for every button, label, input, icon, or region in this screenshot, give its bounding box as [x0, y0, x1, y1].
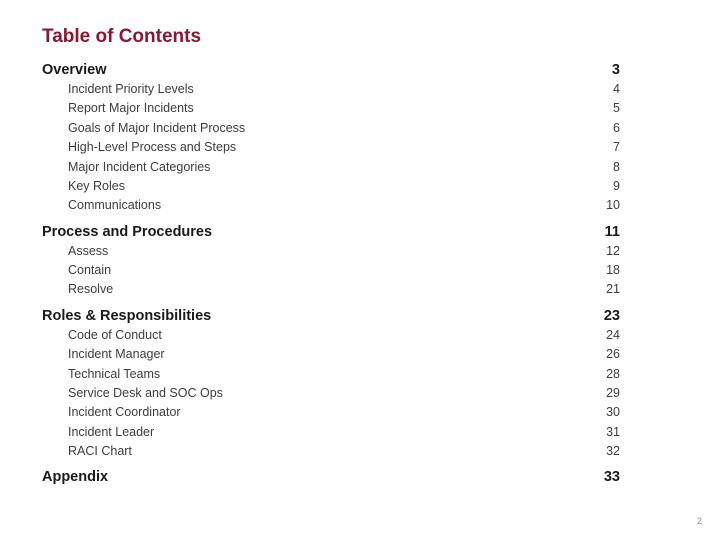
- toc-body: Overview3Incident Priority Levels4Report…: [42, 62, 620, 485]
- toc-item-page: 24: [590, 326, 620, 345]
- toc-item-row: High-Level Process and Steps 7: [42, 138, 620, 157]
- toc-section-label: Process and Procedures: [42, 224, 212, 240]
- toc-item-row: Incident Coordinator 30: [42, 403, 620, 422]
- toc-section-page: 11: [590, 224, 620, 240]
- toc-item-page: 9: [590, 177, 620, 196]
- toc-item-page: 8: [590, 158, 620, 177]
- toc-item-row: Incident Priority Levels 4: [42, 80, 620, 99]
- toc-item-row: Assess 12: [42, 242, 620, 261]
- toc-item-label: Report Major Incidents: [68, 99, 194, 118]
- toc-item-page: 31: [590, 423, 620, 442]
- toc-item-label: Major Incident Categories: [68, 158, 210, 177]
- toc-item-row: RACI Chart 32: [42, 442, 620, 461]
- toc-item-row: Resolve 21: [42, 280, 620, 299]
- toc-item-page: 6: [590, 119, 620, 138]
- toc-item-label: RACI Chart: [68, 442, 132, 461]
- toc-item-row: Key Roles 9: [42, 177, 620, 196]
- toc-title: Table of Contents: [42, 26, 620, 48]
- footer-page-number: 2: [697, 516, 702, 526]
- toc-section-row: Overview 3: [42, 62, 620, 78]
- toc-item-row: Code of Conduct 24: [42, 326, 620, 345]
- toc-item-label: High-Level Process and Steps: [68, 138, 236, 157]
- toc-item-page: 10: [590, 196, 620, 215]
- toc-item-label: Resolve: [68, 280, 113, 299]
- toc-item-page: 7: [590, 138, 620, 157]
- toc-item-row: Technical Teams 28: [42, 365, 620, 384]
- toc-section-row: Roles & Responsibilities 23: [42, 308, 620, 324]
- toc-item-label: Service Desk and SOC Ops: [68, 384, 223, 403]
- toc-section-page: 33: [590, 469, 620, 485]
- toc-item-row: Goals of Major Incident Process 6: [42, 119, 620, 138]
- toc-section-row: Process and Procedures 11: [42, 224, 620, 240]
- toc-section-label: Appendix: [42, 469, 108, 485]
- toc-section-row: Appendix 33: [42, 469, 620, 485]
- toc-item-label: Key Roles: [68, 177, 125, 196]
- toc-item-row: Contain 18: [42, 261, 620, 280]
- toc-item-label: Assess: [68, 242, 108, 261]
- toc-item-page: 29: [590, 384, 620, 403]
- toc-item-page: 18: [590, 261, 620, 280]
- toc-item-page: 26: [590, 345, 620, 364]
- toc-item-page: 5: [590, 99, 620, 118]
- toc-item-page: 21: [590, 280, 620, 299]
- toc-page: Table of Contents Overview 3 Incident Prio…: [0, 0, 620, 485]
- toc-item-label: Contain: [68, 261, 111, 280]
- toc-item-row: Incident Leader 31: [42, 423, 620, 442]
- toc-item-page: 12: [590, 242, 620, 261]
- toc-item-page: 28: [590, 365, 620, 384]
- toc-item-row: Incident Manager 26: [42, 345, 620, 364]
- toc-item-page: 30: [590, 403, 620, 422]
- toc-item-page: 4: [590, 80, 620, 99]
- toc-item-row: Report Major Incidents 5: [42, 99, 620, 118]
- toc-item-row: Communications 10: [42, 196, 620, 215]
- toc-item-row: Major Incident Categories 8: [42, 158, 620, 177]
- toc-section-page: 23: [590, 308, 620, 324]
- toc-item-label: Incident Priority Levels: [68, 80, 194, 99]
- toc-item-label: Communications: [68, 196, 161, 215]
- toc-section-page: 3: [590, 62, 620, 78]
- toc-section-label: Overview: [42, 62, 107, 78]
- toc-item-label: Incident Manager: [68, 345, 165, 364]
- toc-item-label: Technical Teams: [68, 365, 160, 384]
- toc-item-label: Code of Conduct: [68, 326, 162, 345]
- toc-item-row: Service Desk and SOC Ops 29: [42, 384, 620, 403]
- toc-item-label: Incident Leader: [68, 423, 154, 442]
- toc-item-label: Incident Coordinator: [68, 403, 181, 422]
- toc-item-label: Goals of Major Incident Process: [68, 119, 245, 138]
- toc-section-label: Roles & Responsibilities: [42, 308, 211, 324]
- toc-item-page: 32: [590, 442, 620, 461]
